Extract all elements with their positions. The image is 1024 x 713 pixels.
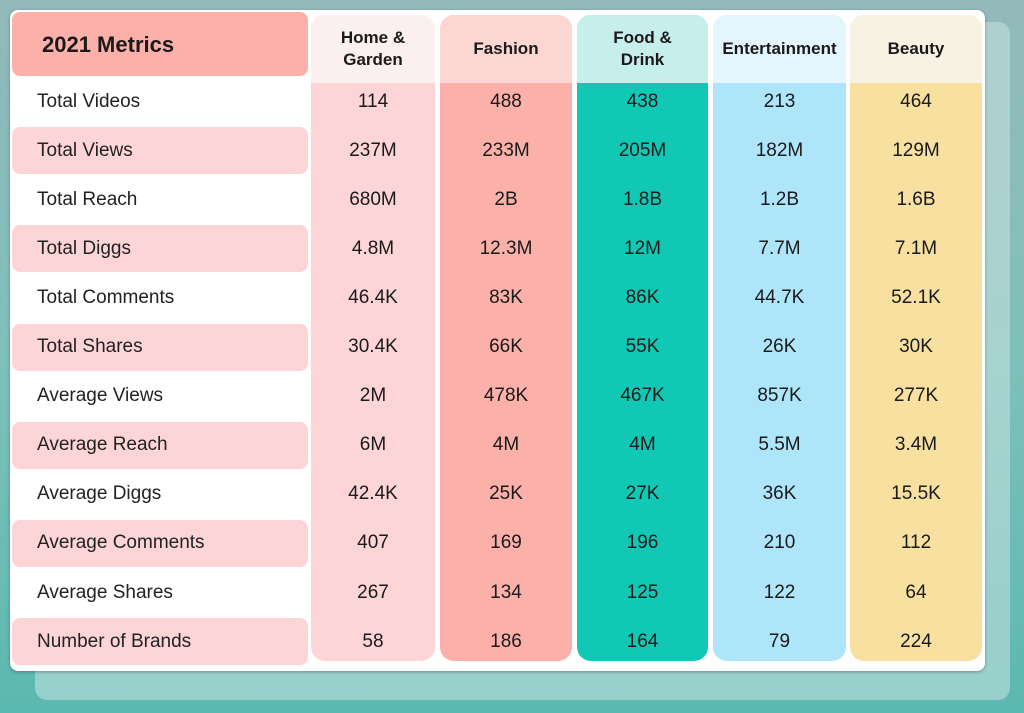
table-cell: 6M bbox=[359, 434, 387, 456]
column-header-line: Beauty bbox=[887, 38, 945, 58]
table-cell: 857K bbox=[757, 385, 802, 407]
table-cell: 30.4K bbox=[348, 336, 398, 357]
table-cell: 464 bbox=[900, 90, 932, 112]
table-cell: 66K bbox=[489, 336, 523, 357]
column-beauty: Beauty bbox=[850, 15, 982, 661]
table-cell: 680M bbox=[349, 188, 397, 210]
table-cell: 210 bbox=[763, 532, 796, 554]
table-cell: 83K bbox=[489, 286, 523, 308]
column-header-line: Home & bbox=[340, 27, 406, 47]
row-label: Average Comments bbox=[12, 519, 308, 567]
column-header-line: Entertainment bbox=[722, 38, 837, 58]
table-cell: 25K bbox=[489, 483, 523, 505]
row-label: Average Diggs bbox=[37, 483, 162, 505]
table-cell: 267 bbox=[357, 581, 389, 603]
table-cell: 2B bbox=[494, 188, 518, 210]
table-cell: 125 bbox=[626, 581, 659, 603]
table-cell: 205M bbox=[618, 139, 667, 161]
table-cell: 122 bbox=[763, 581, 796, 603]
row-label: Total Reach bbox=[37, 188, 138, 210]
table-cell: 4M bbox=[629, 434, 656, 456]
table-cell: 164 bbox=[626, 630, 659, 652]
table-cell: 224 bbox=[900, 630, 932, 652]
row-label: Average Reach bbox=[12, 421, 308, 469]
table-cell: 4.8M bbox=[351, 237, 395, 259]
table-cell: 46.4K bbox=[348, 286, 398, 308]
table-cell: 112 bbox=[900, 532, 932, 554]
table-cell: 12.3M bbox=[479, 237, 533, 259]
column-home-garden: Home & Garden bbox=[311, 15, 435, 661]
table-cell: 182M bbox=[755, 139, 804, 161]
table-cell: 438 bbox=[626, 90, 659, 112]
table-cell: 467K bbox=[620, 385, 665, 407]
row-label: Total Views bbox=[12, 127, 308, 175]
table-cell: 58 bbox=[362, 630, 384, 652]
table-cell: 12M bbox=[624, 237, 661, 259]
column-header: Fashion bbox=[440, 15, 572, 83]
column-header-line: Fashion bbox=[473, 38, 539, 58]
row-label: Total Videos bbox=[37, 90, 141, 112]
table-cell: 5.5M bbox=[758, 434, 801, 456]
column-fashion: Fashion bbox=[440, 15, 572, 661]
table-cell: 7.7M bbox=[758, 237, 801, 259]
column-header: Home & Garden bbox=[311, 15, 435, 83]
table-cell: 213 bbox=[763, 90, 796, 112]
table-cell: 26K bbox=[762, 336, 797, 357]
table-cell: 36K bbox=[762, 483, 797, 505]
table-cell: 44.7K bbox=[754, 286, 805, 308]
table-cell: 277K bbox=[893, 385, 939, 407]
column-header-line: Garden bbox=[343, 50, 403, 69]
table-cell: 15.5K bbox=[891, 483, 941, 505]
column-header-line: Food & bbox=[613, 27, 672, 47]
row-label: Total Shares bbox=[12, 323, 308, 371]
table-cell: 488 bbox=[490, 90, 522, 112]
table-cell: 129M bbox=[892, 139, 940, 161]
table-cell: 114 bbox=[357, 90, 389, 112]
table-cell: 169 bbox=[490, 532, 522, 554]
table-cell: 79 bbox=[768, 630, 791, 652]
table-cell: 478K bbox=[483, 385, 529, 407]
column-header-line: Drink bbox=[620, 50, 665, 69]
table-cell: 4M bbox=[492, 434, 520, 456]
table-cell: 27K bbox=[625, 483, 660, 505]
row-label: Average Shares bbox=[37, 581, 173, 603]
table-cell: 2M bbox=[359, 385, 387, 407]
table-cell: 1.2B bbox=[759, 188, 800, 210]
table-title: 2021 Metrics bbox=[12, 12, 308, 76]
table-cell: 3.4M bbox=[894, 434, 938, 456]
table-cell: 134 bbox=[490, 581, 522, 603]
table-cell: 1.6B bbox=[896, 188, 936, 210]
column-header: Food & Drink bbox=[577, 15, 708, 83]
table-cell: 64 bbox=[905, 581, 927, 603]
row-label: Average Views bbox=[37, 385, 164, 407]
table-cell: 1.8B bbox=[622, 188, 663, 210]
column-food-drink: Food & Drink bbox=[577, 15, 708, 661]
table-cell: 186 bbox=[490, 630, 522, 652]
table-cell: 42.4K bbox=[348, 483, 398, 505]
column-header: Beauty bbox=[850, 15, 982, 83]
table-cell: 30K bbox=[899, 336, 933, 357]
table-cell: 196 bbox=[626, 532, 659, 554]
table-cell: 86K bbox=[625, 286, 660, 308]
row-label: Number of Brands bbox=[12, 618, 308, 666]
column-header: Entertainment bbox=[713, 15, 846, 83]
row-label: Total Diggs bbox=[12, 225, 308, 273]
table-cell: 237M bbox=[349, 139, 397, 161]
table-cell: 55K bbox=[625, 336, 660, 357]
column-entertainment: Entertainment bbox=[713, 15, 846, 661]
table-cell: 7.1M bbox=[894, 237, 938, 259]
table-cell: 52.1K bbox=[891, 286, 941, 308]
table-cell: 407 bbox=[357, 532, 389, 554]
row-label: Total Comments bbox=[37, 286, 175, 308]
table-cell: 233M bbox=[482, 139, 530, 161]
